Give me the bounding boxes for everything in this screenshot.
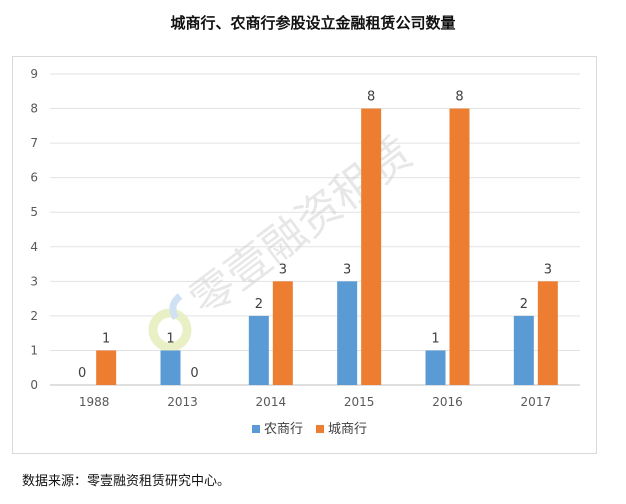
bar [337,281,358,385]
bar [449,108,470,386]
data-label: 1 [431,331,439,346]
bar [513,315,534,385]
source-note: 数据来源：零壹融资租赁研究中心。 [22,474,231,489]
y-tick-label: 1 [30,343,38,357]
x-tick-label: 1988 [79,395,110,409]
y-tick-label: 5 [30,205,38,219]
bar [537,281,558,385]
legend-label: 城商行 [328,422,367,437]
y-tick-label: 7 [30,136,38,150]
bar-chart: 零壹融资租赁 0 1 1 0 2 3 3 8 1 8 2 3 0 1 2 3 4 5 6 7 8 9 1988 2013 2… [30,67,580,437]
data-label: 8 [367,90,375,105]
data-label: 0 [190,366,198,381]
x-tick-label: 2014 [256,395,287,409]
data-label: 3 [279,262,287,277]
x-axis: 1988 2013 2014 2015 2016 2017 [79,395,551,409]
x-tick-label: 2015 [344,395,375,409]
bar [272,281,293,385]
data-label: 1 [102,331,110,346]
y-axis: 0 1 2 3 4 5 6 7 8 9 [30,67,38,392]
legend-swatch [316,425,324,433]
watermark-text: 零壹融资租赁 [181,127,423,327]
y-tick-label: 8 [30,102,38,116]
bar [425,350,446,385]
data-label: 2 [255,297,263,312]
data-label: 3 [544,262,552,277]
watermark-logo-arc [169,293,183,320]
data-label: 3 [343,262,351,277]
y-tick-label: 4 [30,240,38,254]
bar [160,350,181,385]
x-tick-label: 2017 [521,395,552,409]
x-tick-label: 2013 [167,395,198,409]
y-tick-label: 6 [30,171,38,185]
data-label: 0 [78,366,86,381]
legend: 农商行 城商行 [252,422,367,437]
legend-label: 农商行 [264,422,303,437]
chart-title: 城商行、农商行参股设立金融租赁公司数量 [170,14,456,32]
y-tick-label: 3 [30,274,38,288]
data-label: 1 [166,331,174,346]
y-tick-label: 0 [30,378,38,392]
bar [361,108,382,386]
y-tick-label: 9 [30,67,38,81]
legend-swatch [252,425,260,433]
grid-lines [50,73,580,386]
data-label: 8 [455,90,463,105]
data-label: 2 [520,297,528,312]
y-tick-label: 2 [30,309,38,323]
x-tick-label: 2016 [432,395,463,409]
chart-frame [12,56,597,454]
bar [248,315,269,385]
bar [96,350,117,385]
bars: 0 1 1 0 2 3 3 8 1 8 2 3 [78,90,558,386]
